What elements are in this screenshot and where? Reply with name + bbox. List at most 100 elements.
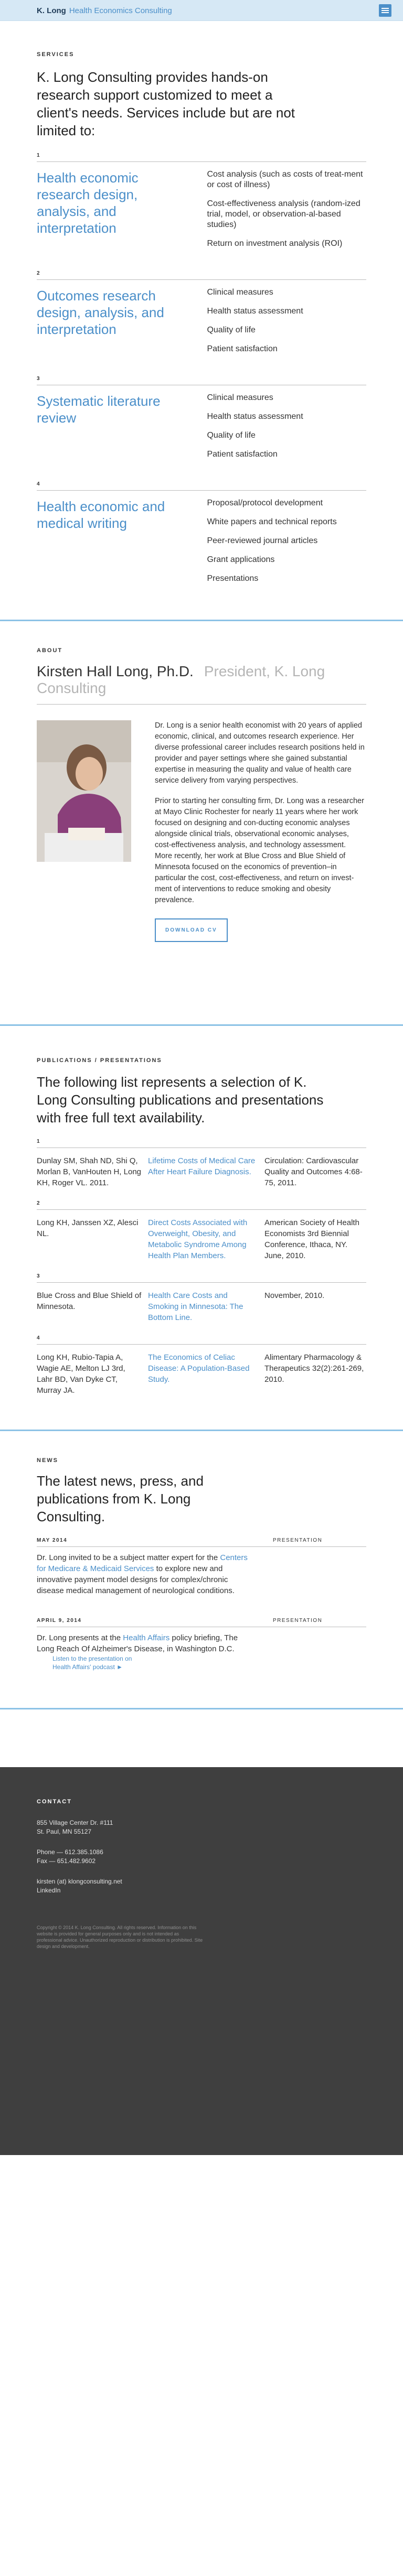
about-heading: Kirsten Hall Long, Ph.D. President, K. Lo… bbox=[37, 663, 366, 697]
address-line: 855 Village Center Dr. #111 bbox=[37, 1819, 113, 1826]
service-title: Outcomes research design, analysis, and … bbox=[37, 288, 164, 337]
publication-number: 1 bbox=[37, 1139, 40, 1144]
service-point: Cost-effectiveness analysis (random-ized… bbox=[207, 199, 360, 229]
service-point: Cost analysis (such as costs of treat-me… bbox=[207, 170, 363, 189]
service-title: Systematic literature review bbox=[37, 393, 161, 426]
news-section: NEWS The latest news, press, and publica… bbox=[0, 1431, 403, 1671]
service-point: Patient satisfaction bbox=[207, 450, 278, 459]
news-text: Dr. Long presents at the Health Affairs … bbox=[37, 1632, 257, 1654]
publication-row: 3 Blue Cross and Blue Shield of Minnesot… bbox=[37, 1273, 366, 1323]
section-divider bbox=[0, 620, 403, 621]
service-number: 2 bbox=[37, 270, 40, 276]
publication-title-link[interactable]: The Economics of Celiac Disease: A Popul… bbox=[148, 1353, 250, 1384]
publication-title-link[interactable]: Direct Costs Associated with Overweight,… bbox=[148, 1218, 248, 1260]
service-points: Clinical measures Health status assessme… bbox=[207, 287, 364, 363]
service-points: Proposal/protocol development White pape… bbox=[207, 498, 364, 592]
publication-number: 4 bbox=[37, 1335, 40, 1341]
email-address[interactable]: kirsten (at) klongconsulting.net bbox=[37, 1878, 122, 1885]
service-title: Health economic research design, analysi… bbox=[37, 170, 139, 236]
service-point: Clinical measures bbox=[207, 288, 273, 297]
service-point: Peer-reviewed journal articles bbox=[207, 536, 318, 545]
service-number: 3 bbox=[37, 376, 40, 382]
publication-row: 1 Dunlay SM, Shah ND, Shi Q, Morlan B, V… bbox=[37, 1139, 366, 1188]
service-title: Health economic and medical writing bbox=[37, 499, 165, 531]
service-points: Clinical measures Health status assessme… bbox=[207, 393, 364, 468]
publication-row: 4 Long KH, Rubio-Tapia A, Wagie AE, Melt… bbox=[37, 1335, 366, 1396]
publication-title-link[interactable]: Lifetime Costs of Medical Care After Hea… bbox=[148, 1156, 256, 1176]
news-item: APRIL 9, 2014 PRESENTATION Dr. Long pres… bbox=[37, 1618, 366, 1671]
news-eyebrow: NEWS bbox=[37, 1457, 58, 1464]
publications-lead: The following list represents a selectio… bbox=[37, 1074, 324, 1125]
news-link[interactable]: Centers for Medicare & Medicaid Services bbox=[37, 1553, 248, 1573]
service-point: Quality of life bbox=[207, 431, 256, 440]
person-name: Kirsten Hall Long, Ph.D. bbox=[37, 663, 194, 679]
site-brand[interactable]: K. Long Health Economics Consulting bbox=[37, 6, 172, 15]
publication-source: American Society of Health Economists 3r… bbox=[264, 1218, 359, 1260]
services-eyebrow: SERVICES bbox=[37, 51, 75, 58]
service-points: Cost analysis (such as costs of treat-me… bbox=[207, 169, 364, 257]
service-number: 1 bbox=[37, 153, 40, 158]
service-point: Grant applications bbox=[207, 555, 275, 564]
service-item: 1 Health economic research design, analy… bbox=[37, 153, 366, 257]
publications-eyebrow: PUBLICATIONS / PRESENTATIONS bbox=[37, 1057, 162, 1064]
legal-text: Copyright © 2014 K. Long Consulting. All… bbox=[37, 1925, 203, 1949]
service-point: Return on investment analysis (ROI) bbox=[207, 239, 343, 248]
service-item: 3 Systematic literature review Clinical … bbox=[37, 376, 366, 468]
news-text-after: to explore new and innovative payment mo… bbox=[37, 1564, 235, 1595]
linkedin-link[interactable]: LinkedIn bbox=[37, 1887, 61, 1894]
section-divider bbox=[0, 1024, 403, 1026]
download-cv-button[interactable]: DOWNLOAD CV bbox=[155, 918, 228, 942]
news-text-after: policy briefing, The Long Reach Of Alzhe… bbox=[37, 1633, 238, 1653]
top-navigation-bar: K. Long Health Economics Consulting bbox=[0, 0, 403, 21]
publication-authors: Long KH, Rubio-Tapia A, Wagie AE, Melton… bbox=[37, 1353, 125, 1395]
hamburger-menu-icon[interactable] bbox=[379, 4, 391, 17]
site-footer: CONTACT 855 Village Center Dr. #111 St. … bbox=[0, 1767, 403, 2155]
news-text-before: Dr. Long presents at the bbox=[37, 1633, 121, 1642]
news-date: APRIL 9, 2014 bbox=[37, 1618, 82, 1623]
news-link[interactable]: Health Affairs bbox=[123, 1633, 170, 1642]
publication-authors: Long KH, Janssen XZ, Alesci NL. bbox=[37, 1218, 139, 1238]
publication-source: November, 2010. bbox=[264, 1291, 325, 1300]
person-role: President, K. Long Consulting bbox=[37, 663, 325, 696]
news-lead: The latest news, press, and publications… bbox=[37, 1473, 204, 1524]
publication-source: Circulation: Cardiovascular Quality and … bbox=[264, 1156, 363, 1187]
service-point: Quality of life bbox=[207, 326, 256, 334]
publication-authors: Dunlay SM, Shah ND, Shi Q, Morlan B, Van… bbox=[37, 1156, 142, 1187]
news-date: MAY 2014 bbox=[37, 1538, 68, 1543]
news-tag: PRESENTATION bbox=[273, 1618, 323, 1623]
publication-source: Alimentary Pharmacology & Therapeutics 3… bbox=[264, 1353, 364, 1384]
section-divider bbox=[0, 1430, 403, 1431]
contact-eyebrow: CONTACT bbox=[37, 1799, 72, 1805]
service-point: Health status assessment bbox=[207, 307, 303, 316]
about-paragraph: Dr. Long is a senior health economist wi… bbox=[155, 721, 365, 785]
portrait-photo bbox=[37, 720, 131, 862]
portrait-illustration bbox=[37, 720, 131, 862]
about-body: Dr. Long is a senior health economist wi… bbox=[37, 720, 366, 1003]
phone-number: Phone — 612.385.1086 bbox=[37, 1848, 103, 1856]
about-rule bbox=[37, 704, 366, 705]
address-line: St. Paul, MN 55127 bbox=[37, 1828, 92, 1835]
podcast-link[interactable]: Listen to the presentation on Health Aff… bbox=[52, 1655, 132, 1671]
publication-title-link[interactable]: Health Care Costs and Smoking in Minneso… bbox=[148, 1291, 243, 1322]
about-text: Dr. Long is a senior health economist wi… bbox=[155, 720, 365, 942]
about-section: ABOUT Kirsten Hall Long, Ph.D. President,… bbox=[0, 621, 403, 1003]
publication-number: 2 bbox=[37, 1200, 40, 1206]
publication-authors: Blue Cross and Blue Shield of Minnesota. bbox=[37, 1291, 142, 1311]
news-item: MAY 2014 PRESENTATION Dr. Long invited t… bbox=[37, 1538, 366, 1606]
service-number: 4 bbox=[37, 481, 40, 487]
brand-name: K. Long bbox=[37, 6, 66, 15]
service-item: 4 Health economic and medical writing Pr… bbox=[37, 481, 366, 592]
services-section: SERVICES K. Long Consulting provides han… bbox=[0, 21, 403, 592]
service-item: 2 Outcomes research design, analysis, an… bbox=[37, 270, 366, 363]
about-paragraph: Prior to starting her consulting firm, D… bbox=[155, 797, 364, 904]
fax-number: Fax — 651.482.9602 bbox=[37, 1857, 96, 1865]
service-point: Proposal/protocol development bbox=[207, 499, 323, 507]
service-point: Health status assessment bbox=[207, 412, 303, 421]
service-point: White papers and technical reports bbox=[207, 517, 337, 526]
publications-section: PUBLICATIONS / PRESENTATIONS The followi… bbox=[0, 1026, 403, 1396]
service-point: Clinical measures bbox=[207, 393, 273, 402]
publication-number: 3 bbox=[37, 1273, 40, 1279]
publication-row: 2 Long KH, Janssen XZ, Alesci NL. Direct … bbox=[37, 1200, 366, 1261]
news-text-before: Dr. Long invited to be a subject matter … bbox=[37, 1553, 218, 1562]
about-eyebrow: ABOUT bbox=[37, 647, 63, 654]
